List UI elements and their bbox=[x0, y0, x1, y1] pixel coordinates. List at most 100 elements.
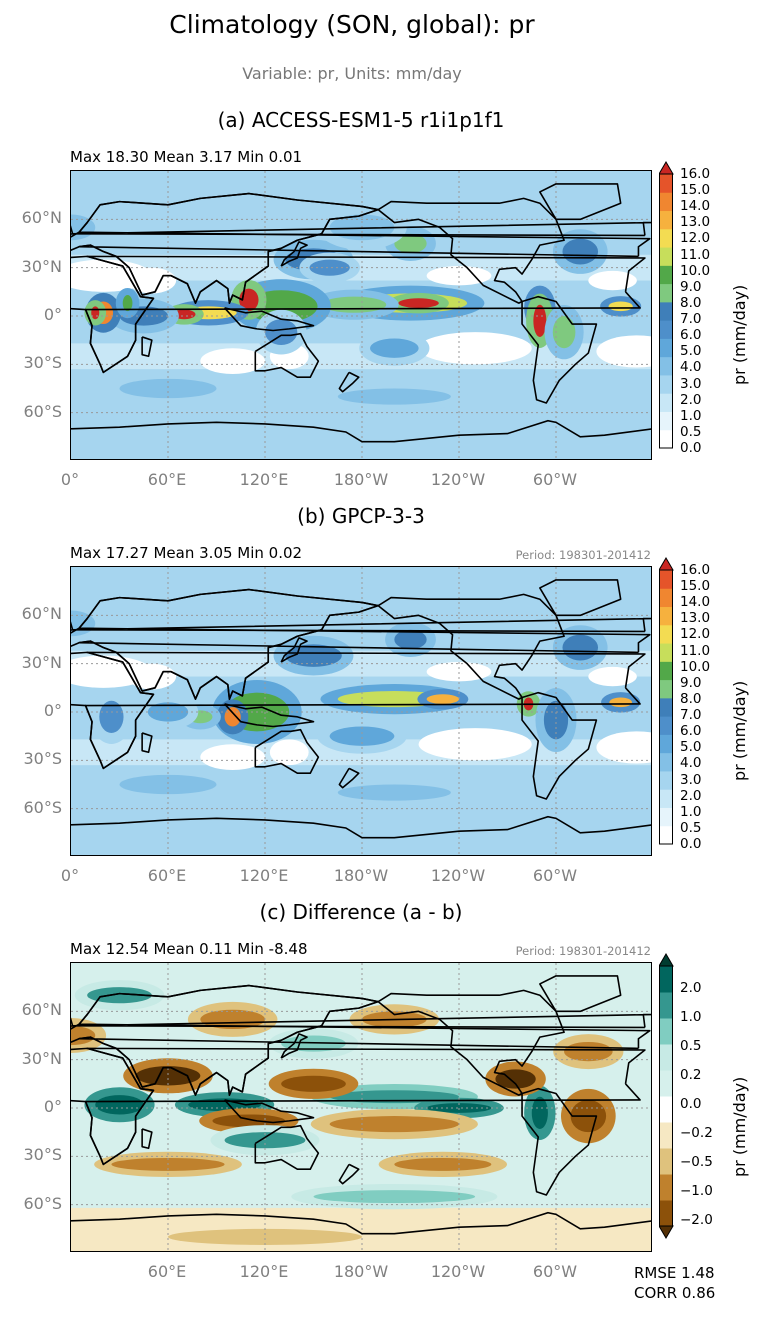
field-feature bbox=[122, 295, 133, 312]
coastline bbox=[223, 1099, 315, 1124]
coastline bbox=[539, 579, 622, 617]
colorbar-segment bbox=[659, 265, 673, 285]
lat-tick-label: 30°S bbox=[23, 1145, 62, 1165]
field-feature bbox=[564, 1041, 613, 1062]
colorbar-tick-label: 15.0 bbox=[680, 578, 711, 595]
colorbar-tick-label: 16.0 bbox=[680, 562, 711, 578]
colorbar-segment bbox=[659, 606, 673, 626]
colorbar-segment bbox=[659, 1044, 673, 1071]
field-feature bbox=[321, 296, 387, 313]
panel-stats: Max 18.30 Mean 3.17 Min 0.01 bbox=[70, 148, 303, 166]
dry-area bbox=[588, 270, 637, 291]
figure-subtitle: Variable: pr, Units: mm/day bbox=[242, 64, 462, 83]
dry-area bbox=[418, 332, 532, 365]
colorbar-tick-label: 16.0 bbox=[680, 166, 711, 182]
colorbar-tick-label: −0.2 bbox=[680, 1124, 713, 1141]
colorbar-segment bbox=[659, 393, 673, 412]
colorbar-segment bbox=[659, 1174, 673, 1201]
colorbar-tick-label: 1.0 bbox=[680, 803, 702, 820]
lat-tick-label: 60°S bbox=[23, 401, 62, 421]
colorbar-segment bbox=[659, 1018, 673, 1045]
colorbar-segment bbox=[659, 411, 673, 431]
colorbar-tick-label: 0.0 bbox=[680, 440, 702, 456]
colorbar-segment bbox=[659, 338, 673, 358]
dry-area bbox=[596, 731, 651, 764]
field-feature bbox=[168, 1228, 362, 1245]
colorbar-segment bbox=[659, 679, 673, 699]
lat-tick-label: 60°S bbox=[23, 797, 62, 817]
panel-stats: Max 17.27 Mean 3.05 Min 0.02 bbox=[70, 544, 303, 562]
colorbar-segment bbox=[659, 716, 673, 735]
colorbar-segment bbox=[659, 356, 673, 376]
coastline bbox=[377, 989, 565, 1096]
colorbar-tick-label: 10.0 bbox=[680, 658, 711, 675]
colorbar-segment bbox=[659, 697, 673, 717]
colorbar-segment bbox=[659, 770, 673, 790]
coastline bbox=[521, 295, 598, 404]
lat-tick-label: 30°N bbox=[21, 652, 62, 672]
lon-tick-label: 60°E bbox=[147, 1262, 187, 1281]
field-feature bbox=[533, 304, 547, 337]
colorbar-tick-label: 6.0 bbox=[680, 723, 702, 740]
field-feature bbox=[91, 306, 100, 320]
colorbar-segment bbox=[659, 992, 673, 1019]
field-feature bbox=[531, 1096, 548, 1129]
lon-tick-label: 180°W bbox=[333, 470, 389, 489]
dry-area bbox=[269, 739, 309, 766]
colorbar-tick-label: −0.5 bbox=[680, 1153, 713, 1170]
colorbar-segment bbox=[659, 588, 673, 608]
colorbar-tick-label: 12.0 bbox=[680, 626, 711, 643]
field-feature bbox=[224, 1132, 306, 1149]
dry-area bbox=[127, 663, 177, 690]
colorbar-segment bbox=[659, 301, 673, 321]
coastline bbox=[71, 192, 379, 304]
coastline bbox=[377, 593, 565, 700]
colorbar-extend-max bbox=[659, 953, 674, 967]
colorbar-tick-label: 4.0 bbox=[680, 755, 702, 772]
coastline bbox=[71, 588, 379, 700]
colorbar-segment bbox=[659, 807, 673, 827]
coastline bbox=[338, 1163, 360, 1185]
colorbar-segment bbox=[659, 228, 673, 248]
colorbar-tick-label: 13.0 bbox=[680, 214, 711, 231]
field-feature bbox=[119, 774, 217, 795]
lat-tick-label: 30°S bbox=[23, 353, 62, 373]
field-feature bbox=[313, 1190, 476, 1204]
field-feature bbox=[309, 259, 350, 276]
lat-tick-label: 30°N bbox=[21, 256, 62, 276]
colorbar-segment bbox=[659, 1070, 673, 1097]
field-feature bbox=[394, 629, 427, 650]
colorbar-tick-label: 8.0 bbox=[680, 294, 702, 311]
coastline bbox=[71, 255, 155, 374]
lon-tick-label: 120°E bbox=[239, 1262, 289, 1281]
coastline bbox=[521, 691, 598, 800]
coastline bbox=[71, 984, 379, 1096]
field-feature bbox=[609, 697, 632, 708]
map-plot bbox=[70, 962, 652, 1252]
colorbar-tick-label: 11.0 bbox=[680, 642, 711, 659]
colorbar-segment bbox=[659, 283, 673, 303]
field-feature bbox=[224, 707, 241, 727]
colorbar-frame bbox=[659, 569, 673, 845]
colorbar-tick-label: 9.0 bbox=[680, 674, 702, 691]
lat-tick-label: 60°N bbox=[21, 208, 62, 228]
colorbar-tick-label: 6.0 bbox=[680, 327, 702, 344]
colorbar-extend-max bbox=[659, 557, 674, 571]
field-feature bbox=[370, 338, 419, 358]
colorbar-tick-label: 8.0 bbox=[680, 690, 702, 707]
lat-tick-label: 60°N bbox=[21, 1000, 62, 1020]
lat-tick-label: 0° bbox=[43, 1097, 62, 1116]
lon-tick-label: 60°W bbox=[532, 866, 578, 885]
colorbar-tick-label: 2.0 bbox=[680, 391, 702, 408]
colorbar-tick-label: 10.0 bbox=[680, 262, 711, 279]
coastline bbox=[71, 651, 155, 770]
coastline bbox=[141, 732, 153, 754]
field-feature bbox=[135, 1066, 201, 1086]
lat-tick-label: 0° bbox=[43, 305, 62, 324]
dry-area bbox=[596, 335, 651, 368]
field-feature bbox=[329, 1116, 459, 1133]
colorbar-tick-label: 1.0 bbox=[680, 407, 702, 424]
map-plot bbox=[70, 170, 652, 460]
rmse-value: RMSE 1.48 bbox=[634, 1264, 715, 1282]
colorbar-segment bbox=[659, 570, 673, 589]
